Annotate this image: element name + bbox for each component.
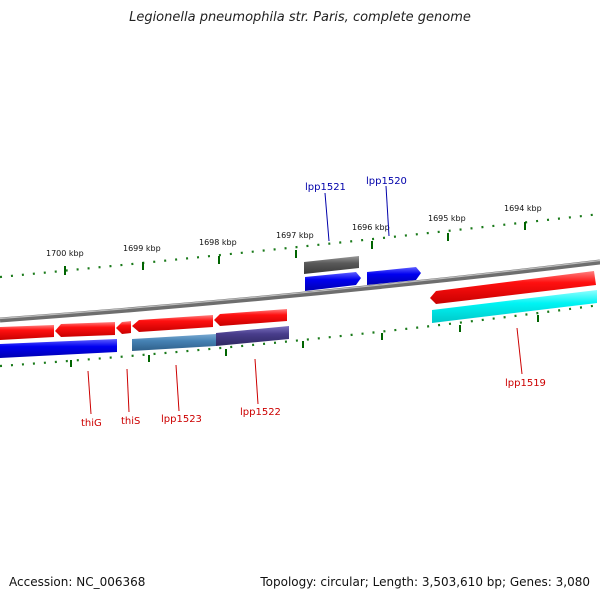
label-thiS[interactable]: thiS bbox=[121, 416, 140, 427]
genome-backbone bbox=[0, 259, 600, 323]
label-lpp1521[interactable]: lpp1521 bbox=[305, 182, 346, 193]
topology-text: Topology: circular; Length: 3,503,610 bp… bbox=[260, 575, 590, 589]
gene-lpp1521[interactable] bbox=[305, 272, 361, 291]
upper-major-ticks bbox=[64, 222, 526, 275]
gene-lpp1521-gray[interactable] bbox=[304, 256, 359, 274]
kbp-label-1699: 1699 kbp bbox=[123, 244, 161, 253]
kbp-label-1696: 1696 kbp bbox=[352, 223, 390, 232]
upper-tick-ring bbox=[0, 212, 600, 279]
gene-thiS[interactable] bbox=[55, 322, 115, 337]
gene-thiG[interactable] bbox=[0, 325, 54, 340]
gene-thiS-small[interactable] bbox=[116, 321, 131, 334]
gene-lpp1520[interactable] bbox=[367, 267, 421, 285]
gene-lpp1519-cds[interactable] bbox=[432, 290, 597, 323]
kbp-label-1700: 1700 kbp bbox=[46, 249, 84, 258]
gene-lpp1523[interactable] bbox=[132, 315, 213, 332]
gene-thiG-cds[interactable] bbox=[0, 339, 117, 358]
label-lpp1523[interactable]: lpp1523 bbox=[161, 414, 202, 425]
accession-text: Accession: NC_006368 bbox=[9, 575, 146, 589]
label-leaders bbox=[87, 185, 523, 415]
gene-lpp1522-cds[interactable] bbox=[216, 326, 289, 346]
label-thiG[interactable]: thiG bbox=[81, 418, 102, 429]
kbp-label-1698: 1698 kbp bbox=[199, 238, 237, 247]
kbp-label-1697: 1697 kbp bbox=[276, 231, 314, 240]
label-lpp1522[interactable]: lpp1522 bbox=[240, 407, 281, 418]
lower-major-ticks bbox=[70, 315, 539, 367]
kbp-label-1694: 1694 kbp bbox=[504, 204, 542, 213]
lower-tick-ring bbox=[0, 303, 600, 368]
label-lpp1519[interactable]: lpp1519 bbox=[505, 378, 546, 389]
gene-lpp1523-cds[interactable] bbox=[132, 334, 216, 351]
gene-lpp1519[interactable] bbox=[430, 271, 596, 304]
kbp-label-1695: 1695 kbp bbox=[428, 214, 466, 223]
label-lpp1520[interactable]: lpp1520 bbox=[366, 176, 407, 187]
gene-lpp1522[interactable] bbox=[214, 309, 287, 326]
genome-title: Legionella pneumophila str. Paris, compl… bbox=[129, 10, 471, 25]
